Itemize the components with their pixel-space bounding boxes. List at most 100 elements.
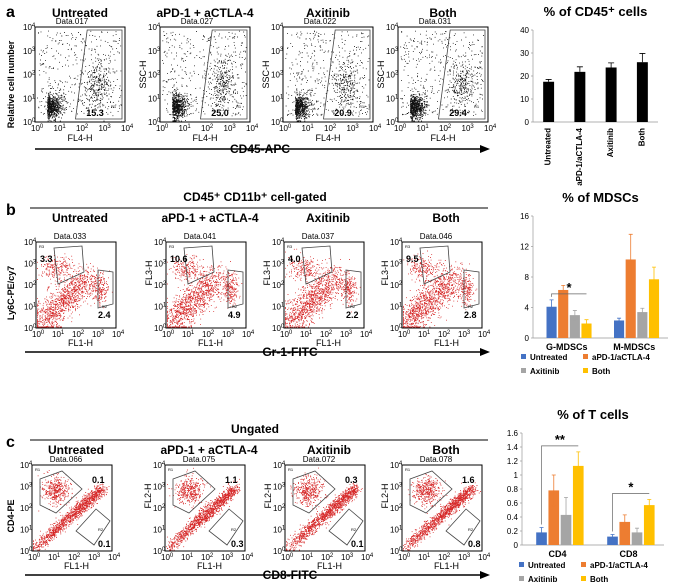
y-tick-exponent: 3 xyxy=(157,47,161,53)
error-bar xyxy=(584,319,589,328)
y-tick-label: 101 xyxy=(154,303,167,312)
gate-r1 xyxy=(438,29,486,120)
y-tick-exponent: 0 xyxy=(281,324,285,330)
significance-marker: * xyxy=(566,280,572,295)
y-tick-label: 101 xyxy=(273,526,286,535)
significance-marker: * xyxy=(628,480,634,495)
bar xyxy=(636,62,648,122)
scatter-points xyxy=(285,248,361,328)
x-tick-label: 104 xyxy=(478,553,491,562)
x-tick-exponent: 1 xyxy=(310,553,314,559)
x-tick-label: 102 xyxy=(201,553,214,562)
x-tick-exponent: 0 xyxy=(407,553,411,559)
y-tick-label: 100 xyxy=(273,547,286,556)
y-tick-label: 102 xyxy=(386,71,399,80)
x-tick-label: 103 xyxy=(462,124,475,133)
y-tick-exponent: 1 xyxy=(399,526,403,532)
gate-lower xyxy=(75,508,111,546)
y-tick-label: 0.8 xyxy=(507,485,519,494)
error-bar xyxy=(610,534,615,540)
x-tick-label: Both xyxy=(637,128,646,146)
x-tick-exponent: 4 xyxy=(250,553,254,559)
x-tick-label: 101 xyxy=(52,330,65,339)
x-tick-label: 102 xyxy=(324,124,337,133)
y-tick-label: 102 xyxy=(154,281,167,290)
legend-label: Both xyxy=(590,575,608,584)
x-tick-label: 103 xyxy=(92,330,105,339)
y-tick-label: 0.2 xyxy=(507,527,519,536)
x-tick-label: 104 xyxy=(360,330,373,339)
y-tick-exponent: 0 xyxy=(162,547,166,553)
gate-lower-label: R2 xyxy=(231,527,237,532)
y-tick-exponent: 4 xyxy=(29,461,33,467)
legend-label: Axitinib xyxy=(528,575,557,584)
bar xyxy=(569,315,580,338)
significance-marker: ** xyxy=(555,432,566,447)
marker-arrow-head xyxy=(480,348,490,356)
y-tick-label: 104 xyxy=(154,238,167,247)
tcell-bar-chart: % of T cells 0 0.2 0.4 0.6 0.8 1 1.2 1.4 1.6 CD4 CD… xyxy=(507,407,664,584)
x-tick-label: 102 xyxy=(76,124,89,133)
y-tick-label: 102 xyxy=(23,71,36,80)
x-tick-exponent: 2 xyxy=(333,124,337,130)
gate-lower-label: R2 xyxy=(232,304,238,309)
x-tick-label: 100 xyxy=(161,553,174,562)
y-tick-label: 103 xyxy=(23,47,36,56)
x-tick-label: 102 xyxy=(320,330,333,339)
gate-upper-percentage: 4.0 xyxy=(288,254,301,264)
group-title: Both xyxy=(429,6,456,20)
x-tick-exponent: 1 xyxy=(62,124,66,130)
x-tick-label: 103 xyxy=(224,124,237,133)
y-tick-label: 1.4 xyxy=(507,443,519,452)
gate-upper-percentage: 1.6 xyxy=(462,475,475,485)
x-tick-exponent: 1 xyxy=(190,553,194,559)
x-tick-label: 102 xyxy=(201,124,214,133)
y-tick-exponent: 4 xyxy=(399,461,403,467)
x-axis-label: FL1-H xyxy=(316,338,341,348)
bar xyxy=(637,312,648,338)
x-tick-exponent: 1 xyxy=(191,330,195,336)
data-id-label: Data.031 xyxy=(419,17,452,26)
x-tick-label: 103 xyxy=(347,124,360,133)
gate-lower-percentage: 2.4 xyxy=(98,310,111,320)
x-tick-label: CD4 xyxy=(548,549,566,559)
y-tick-label: 103 xyxy=(154,260,167,269)
x-tick-exponent: 4 xyxy=(370,553,374,559)
y-axis-label: SSC-H xyxy=(261,60,271,88)
y-axis-label: CD4-PE xyxy=(6,499,16,532)
legend-label: Untreated xyxy=(528,561,565,570)
gate-lower-label: R2 xyxy=(350,304,356,309)
data-id-label: Data.041 xyxy=(184,232,217,241)
x-tick-exponent: 2 xyxy=(85,124,89,130)
gate-upper-percentage: 9.5 xyxy=(406,254,419,264)
error-bar xyxy=(564,497,569,533)
panel-header: CD45⁺ CD11b⁺ cell-gated xyxy=(183,190,326,204)
gate-r1 xyxy=(200,29,248,120)
gate-r1-label: R1 xyxy=(236,104,242,109)
y-tick-exponent: 2 xyxy=(29,504,33,510)
legend-swatch xyxy=(519,576,524,581)
error-bar xyxy=(635,527,640,537)
scatter-points xyxy=(33,470,110,551)
bar xyxy=(574,71,586,122)
data-id-label: Data.066 xyxy=(50,455,83,464)
x-tick-label: 100 xyxy=(156,124,169,133)
y-tick-label: 103 xyxy=(390,260,403,269)
y-axis-label: Relative cell number xyxy=(6,40,16,128)
gate-upper-label: R1 xyxy=(288,467,294,472)
group-title: aPD-1 + aCTLA-4 xyxy=(161,211,258,225)
x-tick-exponent: 2 xyxy=(81,330,85,336)
y-tick-label: 103 xyxy=(271,47,284,56)
x-tick-label: 104 xyxy=(484,124,497,133)
gate-percentage: 15.3 xyxy=(86,108,104,118)
x-tick-label: 103 xyxy=(341,553,354,562)
error-bar xyxy=(549,299,554,314)
y-tick-label: 101 xyxy=(390,526,403,535)
bar xyxy=(572,465,584,545)
x-tick-exponent: 0 xyxy=(40,124,44,130)
y-tick-label: 4 xyxy=(525,304,530,313)
x-tick-label: 101 xyxy=(48,553,61,562)
x-tick-exponent: 3 xyxy=(470,124,474,130)
y-tick-label: 103 xyxy=(390,483,403,492)
